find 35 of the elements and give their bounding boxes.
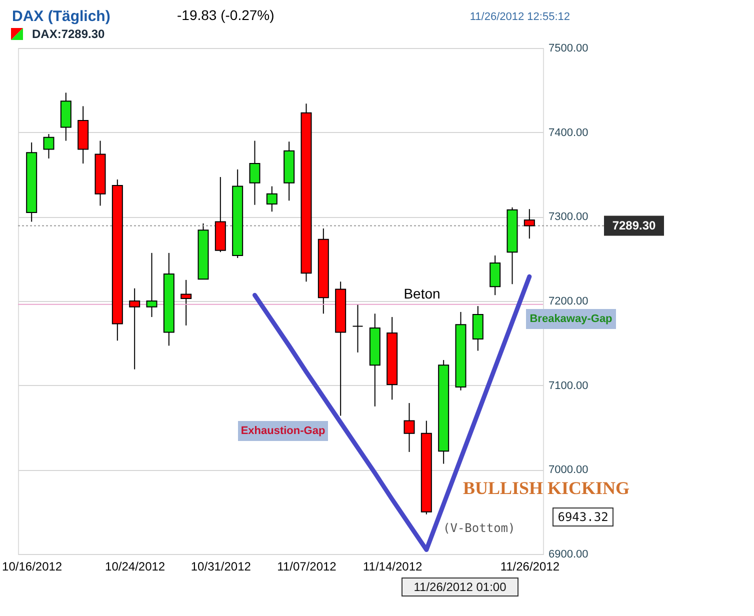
x-tick-label: 11/07/2012: [277, 560, 337, 574]
y-tick-label: 7100.00: [548, 380, 588, 392]
y-tick-label: 7400.00: [548, 126, 588, 139]
annotation: BULLISH KICKING: [463, 478, 630, 498]
y-tick-label: 7300.00: [548, 211, 588, 224]
chart-subtitle: -19.83 (-0.27%): [177, 7, 274, 23]
candlestick: [490, 254, 501, 296]
y-tick-label: 7000.00: [548, 464, 588, 476]
annotation: Exhaustion-Gap: [240, 425, 326, 437]
ref-line-label: 7289.30: [612, 218, 656, 233]
candlestick: [404, 402, 415, 452]
annotation: Breakaway-Gap: [530, 313, 613, 325]
x-tick-label: 10/16/2012: [2, 560, 62, 574]
candlestick: [43, 134, 54, 159]
x-tick-label: 11/14/2012: [362, 560, 422, 574]
x-tick-label: 10/31/2012: [190, 560, 252, 574]
candlestick: [524, 208, 535, 240]
y-tick-label: 7200.00: [548, 296, 588, 308]
text: 11/26/2012 01:00: [414, 580, 507, 594]
annotation: (V-Bottom): [443, 521, 516, 535]
chart-title: DAX (Täglich): [12, 8, 110, 25]
text: 11/26/2012 12:55:12: [470, 11, 570, 23]
y-tick-label: 7500.00: [548, 42, 588, 54]
candlestick: [180, 279, 192, 326]
candlestick: [146, 252, 158, 318]
x-tick-label: 10/24/2012: [105, 560, 166, 574]
legend-label: DAX:7289.30: [32, 27, 106, 41]
candlestick: [266, 186, 278, 212]
x-tick-label: 11/26/2012: [500, 560, 560, 574]
candlestick: [129, 288, 140, 370]
text: 6943.32: [558, 510, 608, 524]
y-tick-label: 6900.00: [548, 548, 588, 560]
candlestick: [352, 304, 364, 353]
candlestick: [249, 140, 260, 206]
ref-line-label: Beton: [404, 285, 440, 302]
